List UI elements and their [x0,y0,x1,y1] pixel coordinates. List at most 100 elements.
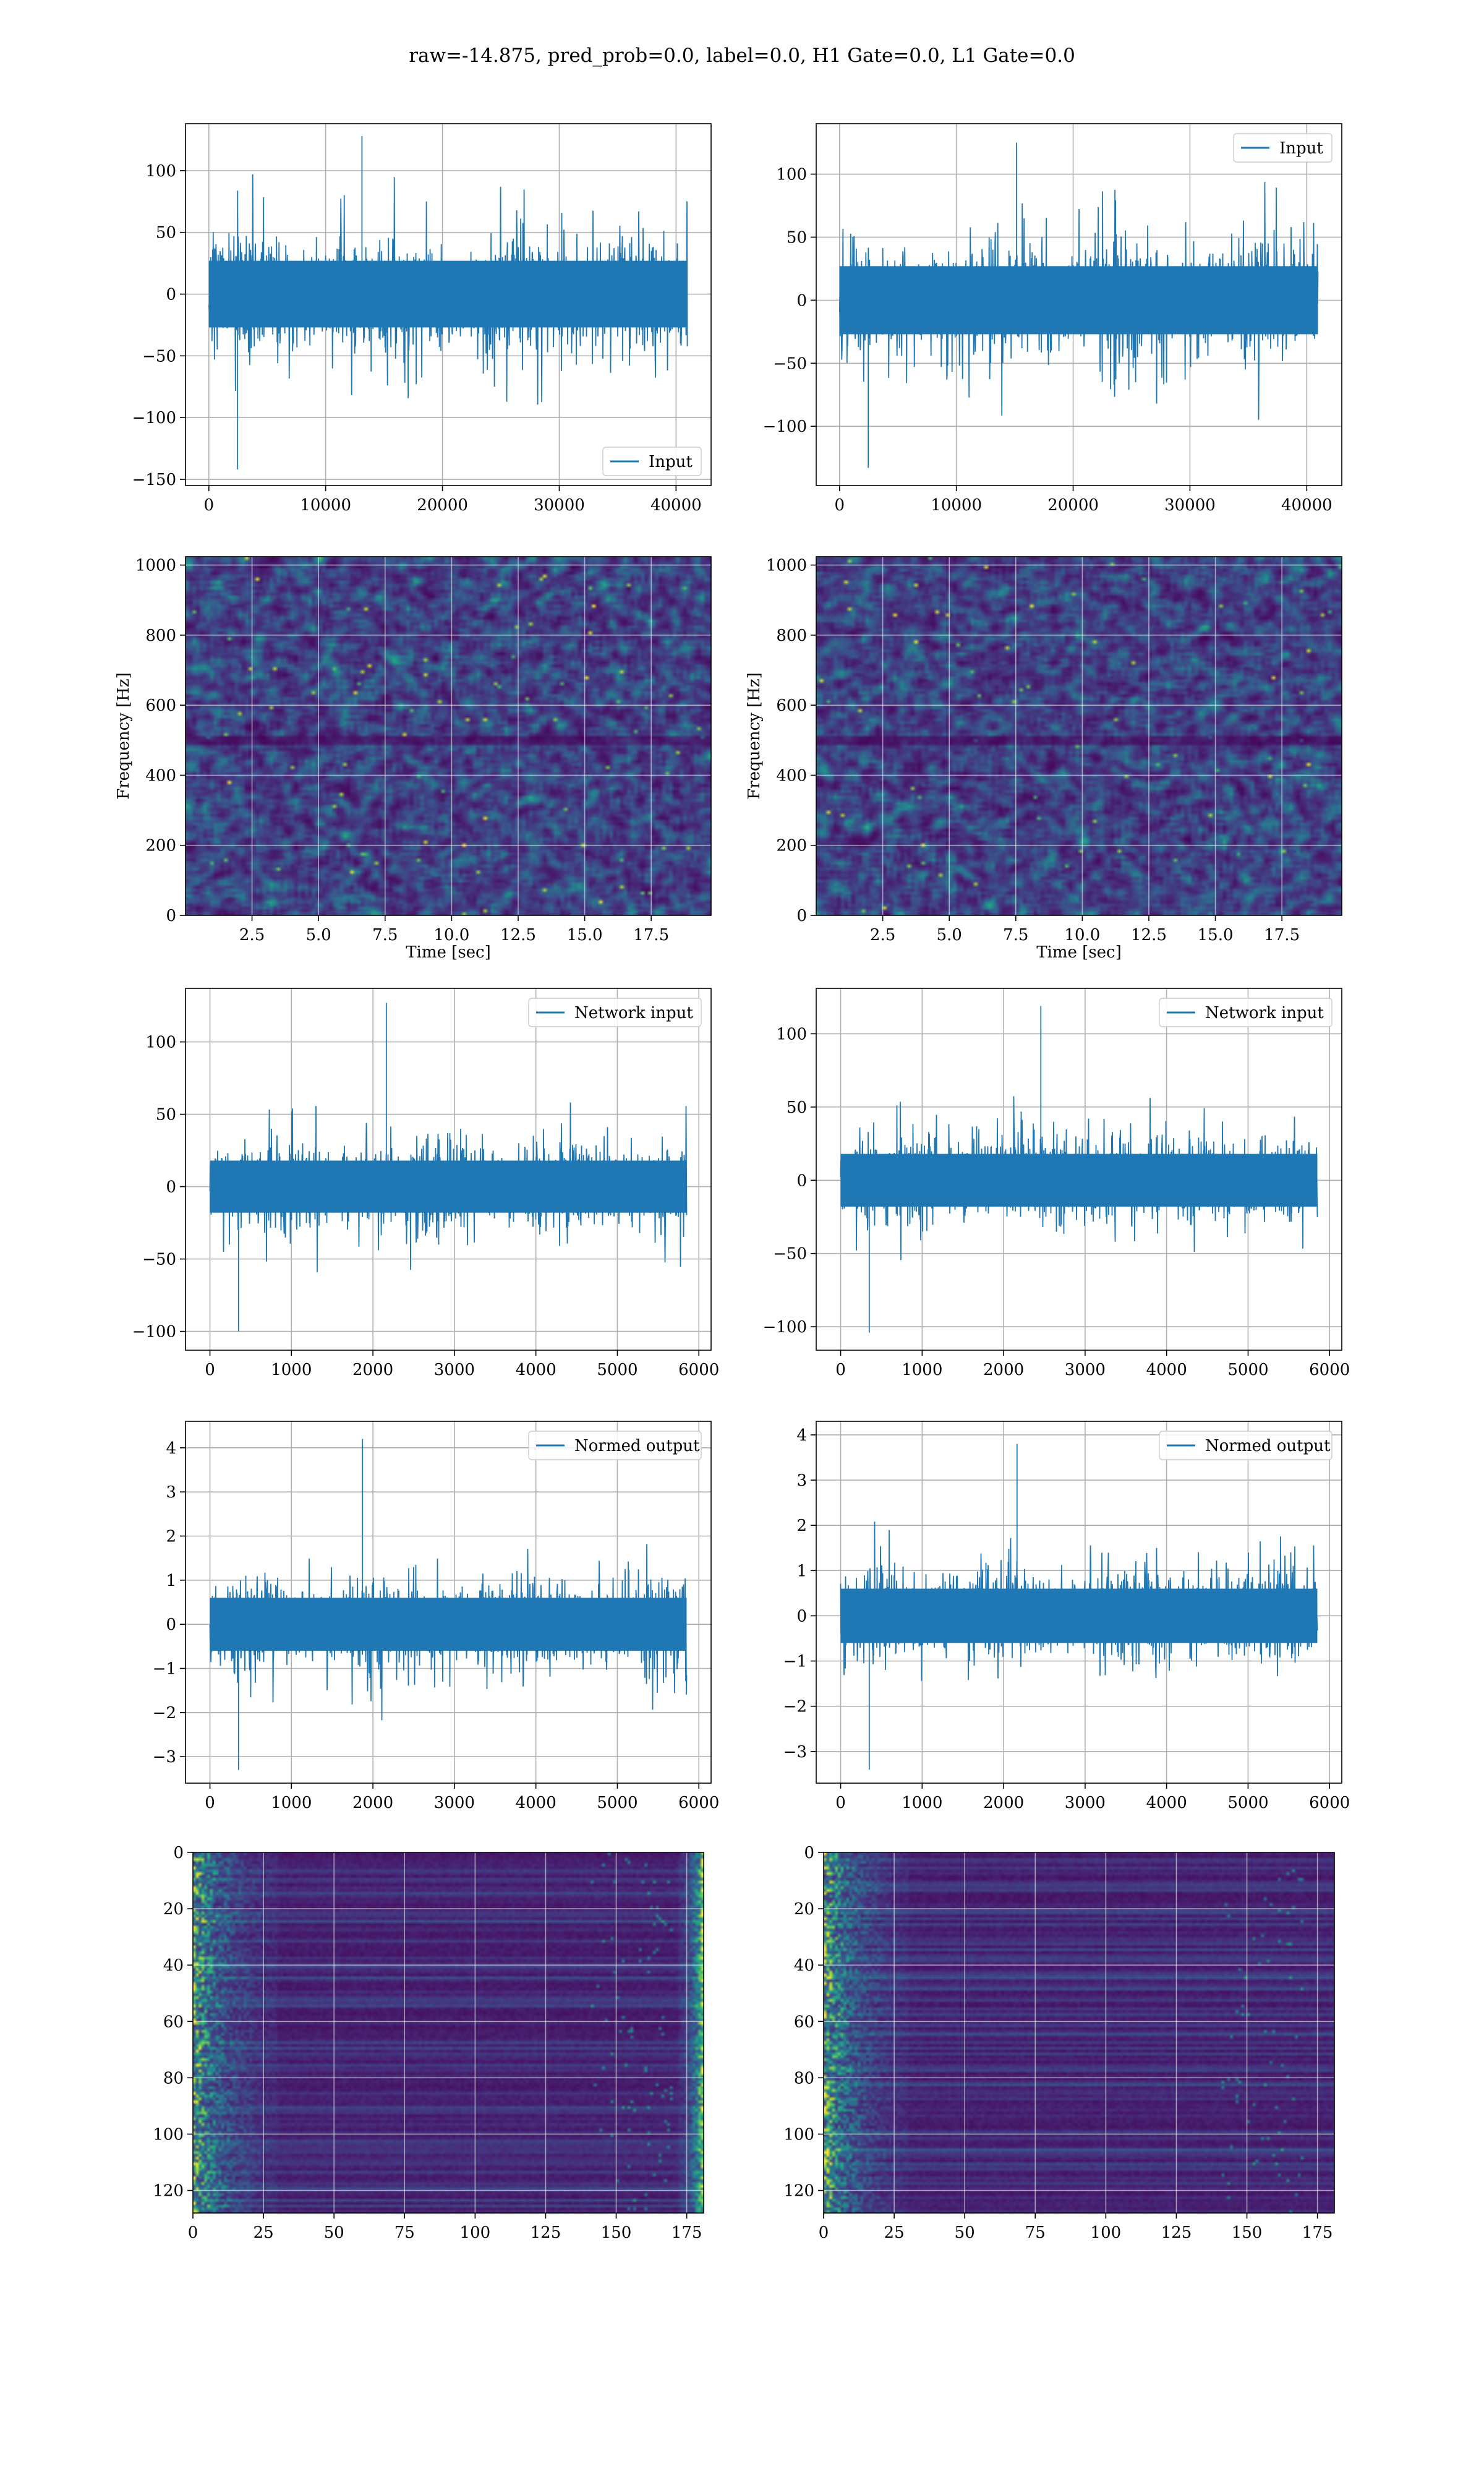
x-tick-label: 30000 [1164,496,1216,515]
x-tick-label: 0 [835,1794,846,1812]
x-tick-label: 3000 [434,1794,475,1812]
plot-frame [816,1421,1342,1784]
x-tick-label: 30000 [534,496,585,515]
series-core-band [839,266,1318,335]
y-tick-label: 200 [776,837,807,855]
y-tick-label: 200 [145,837,176,855]
y-tick-label: 4 [166,1439,176,1458]
panel-normed-output-l1: 0 1000 2000 3000 4000 5000 6000 −3 −2 −1 0 1 2 3 4 Norm… [783,1421,1350,1812]
legend: Normed output [1159,1431,1333,1460]
y-tick-label: 600 [776,696,807,715]
x-tick-label: 2.5 [239,926,265,944]
x-tick-label: 17.5 [1264,926,1300,944]
x-tick-label: 15.0 [1198,926,1234,944]
y-tick-label: 100 [145,162,176,181]
legend-box [602,447,702,476]
plot-frame [192,1852,704,2214]
y-tick-label: 600 [145,696,176,715]
y-tick-label: 3 [796,1471,807,1490]
panel-normed-output-h1: 0 1000 2000 3000 4000 5000 6000 −3 −2 −1 0 1 2 3 4 Norm… [153,1421,719,1812]
x-tick-label: 25 [884,2224,905,2242]
y-tick-label: −50 [142,347,176,366]
x-tick-label: 10.0 [1064,926,1100,944]
y-tick-label: 0 [166,286,176,304]
legend-label: Input [649,453,693,471]
y-tick-label: 50 [156,224,176,242]
y-tick-label: 50 [787,1098,807,1117]
x-tick-label: 6000 [1309,1361,1350,1379]
panel-input-h1: 0 10000 20000 30000 40000 −150 −100 −50 0 50 100 In… [132,123,712,515]
x-tick-label: 0 [205,1794,215,1812]
x-axis-label: Time [sec] [406,943,491,962]
x-tick-label: 150 [1232,2224,1263,2242]
x-tick-label: 50 [324,2224,344,2242]
heatmap-image [824,1852,1334,2213]
x-tick-label: 0 [188,2224,198,2242]
series-core-band [210,1598,687,1651]
x-tick-label: 2000 [983,1361,1024,1379]
x-tick-label: 1000 [271,1361,312,1379]
series-core-band [840,1154,1318,1207]
y-tick-label: −2 [783,1698,807,1716]
x-tick-label: 20000 [1047,496,1099,515]
x-tick-label: 6000 [1309,1794,1350,1812]
x-tick-label: 0 [204,496,215,515]
panel-spectrogram-l1: 2.5 5.0 7.5 10.0 12.5 15.0 17.5 0 200 400 600 800 10… [745,556,1342,962]
x-tick-label: 3000 [1065,1794,1106,1812]
legend-box [1159,1431,1333,1460]
y-tick-label: 0 [166,907,176,925]
x-tick-label: 15.0 [567,926,603,944]
x-tick-label: 5.0 [937,926,962,944]
plot-frame [816,556,1342,916]
y-tick-label: 0 [796,907,807,925]
y-tick-label: −1 [783,1653,807,1671]
x-tick-label: 5000 [597,1794,638,1812]
y-tick-label: 120 [783,2182,814,2201]
x-tick-label: 125 [531,2224,561,2242]
x-tick-label: 6000 [678,1361,719,1379]
legend: Input [602,447,702,476]
y-tick-label: 0 [173,1844,184,1862]
legend: Network input [1159,998,1333,1027]
x-tick-label: 40000 [1281,496,1333,515]
heatmap-image [193,1852,704,2213]
x-tick-label: 2.5 [870,926,895,944]
panel-feature-map-h1: 0 25 50 75 100 125 150 175 0 20 40 60 80 100 120 [153,1844,704,2242]
legend: Normed output [528,1431,702,1460]
x-tick-label: 3000 [434,1361,475,1379]
x-tick-label: 75 [1025,2224,1046,2242]
x-tick-label: 4000 [516,1361,556,1379]
y-tick-label: 80 [163,2069,184,2087]
plot-frame [816,988,1342,1351]
series-core-band [208,260,688,328]
x-tick-label: 2000 [983,1794,1024,1812]
y-tick-label: 60 [794,2013,814,2031]
plot-frame [185,1421,712,1784]
y-tick-label: 2 [166,1527,176,1546]
y-tick-label: −3 [783,1743,807,1761]
y-tick-label: 0 [804,1844,814,1862]
legend-label: Normed output [1205,1437,1331,1455]
legend: Input [1233,133,1333,163]
x-tick-label: 7.5 [372,926,398,944]
y-tick-label: 0 [166,1178,176,1197]
plot-frame [185,123,712,486]
panel-input-l1: 0 10000 20000 30000 40000 −100 −50 0 50 100 Input [763,123,1342,515]
y-tick-label: 3 [166,1483,176,1502]
y-tick-label: 2 [796,1517,807,1535]
x-tick-label: 0 [835,496,845,515]
series-core-band [210,1160,687,1213]
y-tick-label: 100 [776,166,807,184]
x-tick-label: 10000 [931,496,982,515]
x-tick-label: 1000 [271,1794,312,1812]
y-tick-label: 100 [153,2125,184,2144]
x-tick-label: 175 [672,2224,702,2242]
y-tick-label: −150 [132,471,176,489]
y-tick-label: 50 [787,228,807,247]
x-tick-label: 4000 [1146,1361,1187,1379]
x-tick-label: 10000 [300,496,351,515]
y-tick-label: 0 [796,1171,807,1190]
panel-network-input-h1: 0 1000 2000 3000 4000 5000 6000 −100 −50 0 50 100 Ne… [132,988,719,1379]
x-tick-label: 12.5 [500,926,536,944]
x-tick-label: 7.5 [1003,926,1028,944]
